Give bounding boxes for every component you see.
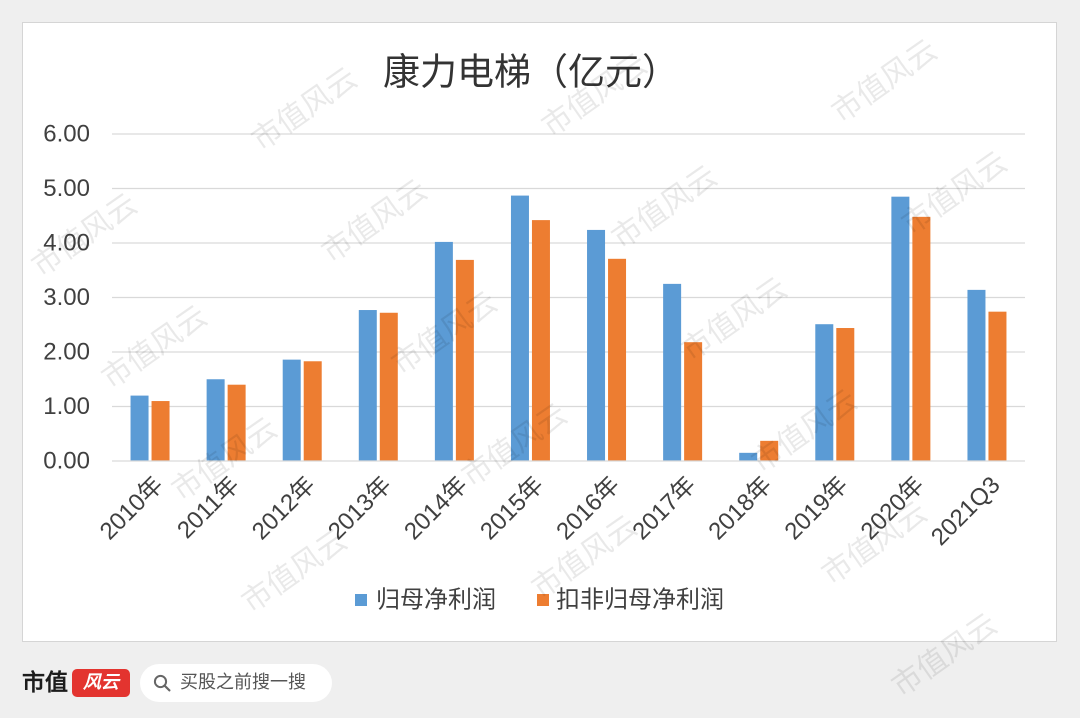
net-profit-bar-7 [587,229,606,461]
y-tick-label: 2.00 [43,339,90,366]
bar-chart: 康力电梯（亿元） 0.00 1.00 2.00 3.00 4.00 5.00 6.00 20… [43,52,1025,614]
x-tick-label: 2012年 [247,471,321,545]
deducted-net-profit-bar-3 [303,361,322,461]
net-profit-bar-8 [663,283,682,461]
legend-swatch-net-profit [355,594,367,606]
y-tick-label: 0.00 [43,448,90,475]
net-profit-bar-2 [206,379,225,461]
x-tick-label: 2017年 [627,471,701,545]
x-tick-label: 2013年 [323,471,397,545]
search-box[interactable]: 买股之前搜一搜 [140,664,332,702]
search-placeholder: 买股之前搜一搜 [180,672,306,693]
net-profit-bar-3 [282,359,301,461]
y-tick-label: 4.00 [43,230,90,257]
x-tick-label: 2010年 [95,471,169,545]
y-tick-label: 1.00 [43,393,90,420]
net-profit-bar-4 [358,310,377,461]
chart-title: 康力电梯（亿元） [383,52,679,93]
legend-label-deducted-net-profit: 扣非归母净利润 [556,587,724,614]
deducted-net-profit-bar-2 [227,384,246,461]
legend-swatch-deducted-net-profit [537,594,549,606]
net-profit-bar-6 [510,195,529,461]
y-axis-tick-labels: 0.00 1.00 2.00 3.00 4.00 5.00 6.00 [43,121,90,475]
net-profit-bar-5 [434,241,453,461]
brand-name: 市值 [22,670,68,696]
net-profit-bar-9 [739,452,758,461]
deducted-net-profit-bar-7 [608,258,627,461]
legend-label-net-profit: 归母净利润 [376,587,496,614]
legend: 归母净利润 扣非归母净利润 [355,587,724,614]
x-tick-label: 2016年 [551,471,625,545]
deducted-net-profit-bar-10 [836,328,855,461]
x-axis-tick-labels: 2010年 2011年 2012年 2013年 2014年 2015年 2016年 2017年… [95,471,1006,550]
y-tick-label: 5.00 [43,175,90,202]
deducted-net-profit-bar-8 [684,342,703,461]
x-tick-label: 2011年 [172,471,245,544]
bars [130,195,1007,462]
net-profit-bar-10 [815,324,834,461]
deducted-net-profit-bar-11 [912,216,931,461]
deducted-net-profit-bar-4 [379,312,398,461]
deducted-net-profit-bar-12 [988,311,1007,461]
y-tick-label: 6.00 [43,121,90,148]
x-tick-label: 2015年 [475,471,549,545]
net-profit-bar-11 [891,196,910,462]
brand-logo: 风云 [72,669,130,697]
gridlines [112,133,1025,408]
y-tick-label: 3.00 [43,284,90,311]
x-tick-label: 2021Q3 [926,471,1005,550]
x-tick-label: 2018年 [703,471,777,545]
net-profit-bar-12 [967,289,986,461]
search-icon [153,674,171,692]
deducted-net-profit-bar-1 [151,401,170,461]
brand-logo-text: 风云 [83,672,119,693]
x-tick-label: 2019年 [780,471,854,545]
net-profit-bar-1 [130,395,149,461]
x-tick-label: 2014年 [399,471,473,545]
deducted-net-profit-bar-6 [531,220,550,461]
x-tick-label: 2020年 [856,471,930,545]
deducted-net-profit-bar-5 [455,259,474,461]
deducted-net-profit-bar-9 [760,440,779,461]
